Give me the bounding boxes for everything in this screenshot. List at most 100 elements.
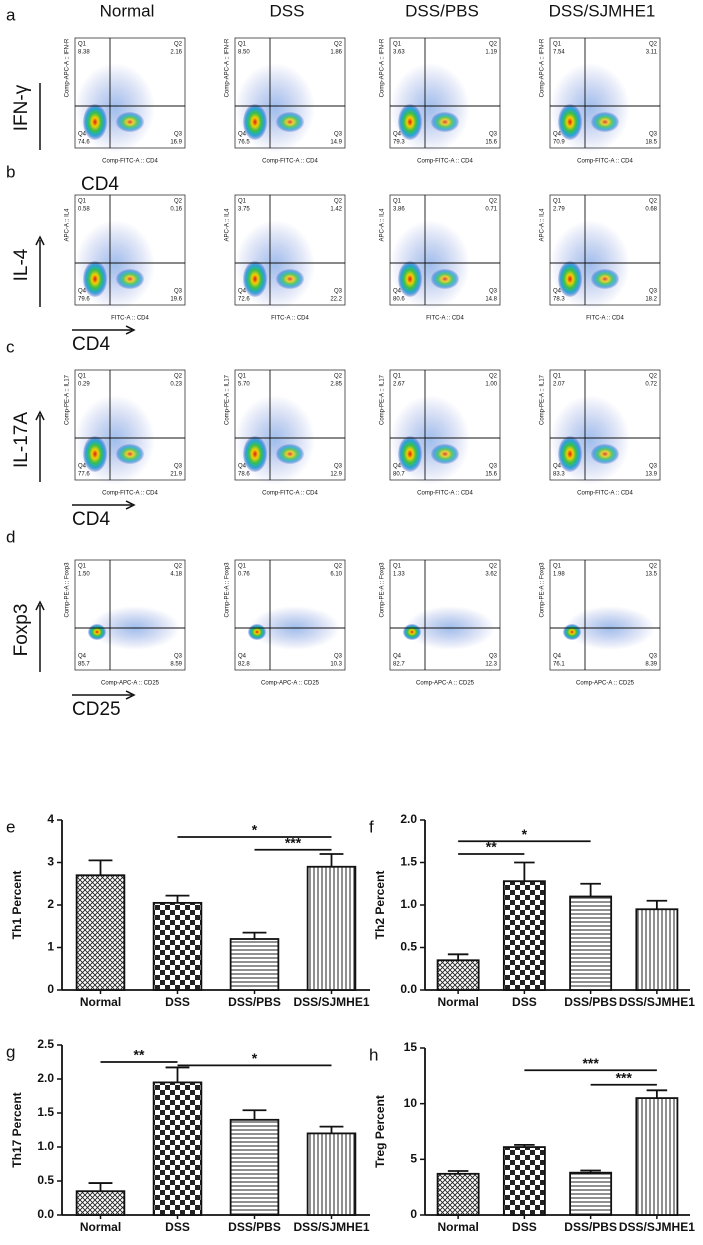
- x-tick-label: DSS/SJMHE1: [293, 995, 369, 1009]
- quadrant-value: 85.7: [78, 662, 90, 668]
- x-axis-label: Comp-FITC-A :: CD4: [262, 491, 318, 497]
- x-axis-label: Comp-FITC-A :: CD4: [417, 491, 473, 497]
- bar: [152, 901, 203, 991]
- quadrant-value: 74.6: [78, 140, 90, 146]
- y-tick-label: 1: [47, 940, 54, 954]
- y-axis-label: APC-A :: IL4: [65, 208, 71, 242]
- quadrant-value: 2.85: [330, 382, 342, 388]
- x-tick-label: DSS: [512, 1220, 537, 1234]
- x-tick-label: DSS/PBS: [564, 995, 617, 1009]
- arrow-head: [35, 410, 45, 421]
- quadrant-value: 72.6: [238, 297, 250, 303]
- quadrant-name: Q4: [238, 654, 247, 660]
- density-cloud: [276, 269, 304, 289]
- quadrant-value: 2.07: [553, 382, 565, 388]
- y-tick-label: 2.0: [400, 812, 417, 826]
- quadrant-name: Q2: [174, 564, 183, 570]
- quadrant-name: Q2: [489, 42, 498, 48]
- quadrant-name: Q4: [78, 464, 87, 470]
- y-tick-label: 5: [410, 1152, 417, 1166]
- quadrant-value: 0.72: [645, 382, 657, 388]
- quadrant-name: Q3: [649, 464, 658, 470]
- density-cloud: [88, 624, 106, 640]
- significance-label: **: [486, 839, 497, 855]
- quadrant-value: 18.5: [645, 140, 657, 146]
- panel-letter: d: [6, 527, 15, 546]
- quadrant-name: Q3: [649, 289, 658, 295]
- y-tick-label: 10: [404, 1096, 418, 1110]
- density-cloud: [116, 112, 144, 132]
- row-x-marker: CD25: [72, 699, 121, 720]
- bar: [229, 1118, 280, 1216]
- quadrant-name: Q1: [553, 374, 562, 380]
- quadrant-value: 1.00: [485, 382, 497, 388]
- x-axis-label: Comp-FITC-A :: CD4: [417, 159, 473, 165]
- bar: [569, 895, 613, 991]
- quadrant-value: 1.33: [393, 572, 405, 578]
- quadrant-value: 13.9: [645, 472, 657, 478]
- density-cloud: [558, 261, 582, 297]
- significance-label: ***: [582, 1055, 599, 1071]
- quadrant-value: 70.9: [553, 140, 565, 146]
- quadrant-value: 82.8: [238, 662, 250, 668]
- quadrant-value: 3.75: [238, 207, 250, 213]
- x-axis-label: Comp-APC-A :: CD25: [101, 681, 160, 687]
- row-y-marker: Foxp3: [11, 604, 32, 657]
- x-axis-label: Comp-APC-A :: CD25: [416, 681, 475, 687]
- quadrant-value: 3.63: [393, 50, 405, 56]
- quadrant-value: 15.6: [485, 472, 497, 478]
- quadrant-value: 0.76: [238, 572, 250, 578]
- x-axis-label: Comp-FITC-A :: CD4: [102, 159, 158, 165]
- bar: [75, 1190, 126, 1216]
- significance-label: ***: [285, 834, 302, 850]
- bar: [502, 880, 546, 991]
- quadrant-value: 14.8: [485, 297, 497, 303]
- y-axis-label: APC-A :: IL4: [540, 208, 546, 242]
- quadrant-name: Q3: [489, 289, 498, 295]
- panel-letter: c: [6, 337, 15, 356]
- y-axis-title: Th17 Percent: [10, 1092, 24, 1167]
- row-y-marker: IL-17A: [11, 412, 32, 468]
- quadrant-name: Q1: [553, 564, 562, 570]
- density-cloud: [558, 436, 582, 472]
- y-axis-label: Comp-PE-A :: IL17: [380, 374, 386, 425]
- density-cloud: [398, 261, 422, 297]
- y-axis-label: Comp-PE-A :: Foxp3: [225, 562, 231, 618]
- quadrant-name: Q1: [78, 374, 87, 380]
- arrow-head: [35, 235, 45, 246]
- density-cloud: [116, 444, 144, 464]
- density-cloud: [591, 112, 619, 132]
- quadrant-name: Q2: [334, 199, 343, 205]
- bar: [635, 1097, 679, 1216]
- bar: [436, 1172, 480, 1216]
- quadrant-value: 79.6: [78, 297, 90, 303]
- quadrant-name: Q4: [78, 289, 87, 295]
- x-axis-label: Comp-FITC-A :: CD4: [577, 491, 633, 497]
- x-tick-label: DSS/SJMHE1: [619, 995, 695, 1009]
- y-tick-label: 1.5: [37, 1105, 54, 1119]
- significance-label: **: [134, 1047, 145, 1063]
- bar: [306, 865, 357, 991]
- panel-letter: h: [369, 1045, 378, 1064]
- density-cloud: [276, 444, 304, 464]
- quadrant-name: Q2: [489, 564, 498, 570]
- quadrant-value: 0.58: [78, 207, 90, 213]
- y-axis-label: APC-A :: IL4: [380, 208, 386, 242]
- y-tick-label: 0.5: [400, 940, 417, 954]
- panel-letter: a: [6, 5, 16, 24]
- arrow-head: [35, 600, 45, 611]
- y-tick-label: 15: [404, 1040, 418, 1054]
- quadrant-value: 1.19: [485, 50, 497, 56]
- density-cloud: [83, 261, 107, 297]
- quadrant-name: Q3: [649, 654, 658, 660]
- quadrant-value: 1.98: [553, 572, 565, 578]
- quadrant-name: Q3: [334, 289, 343, 295]
- y-axis-label: Comp-APC-A :: IFN-R: [380, 38, 386, 97]
- quadrant-value: 14.9: [330, 140, 342, 146]
- density-cloud: [398, 104, 422, 140]
